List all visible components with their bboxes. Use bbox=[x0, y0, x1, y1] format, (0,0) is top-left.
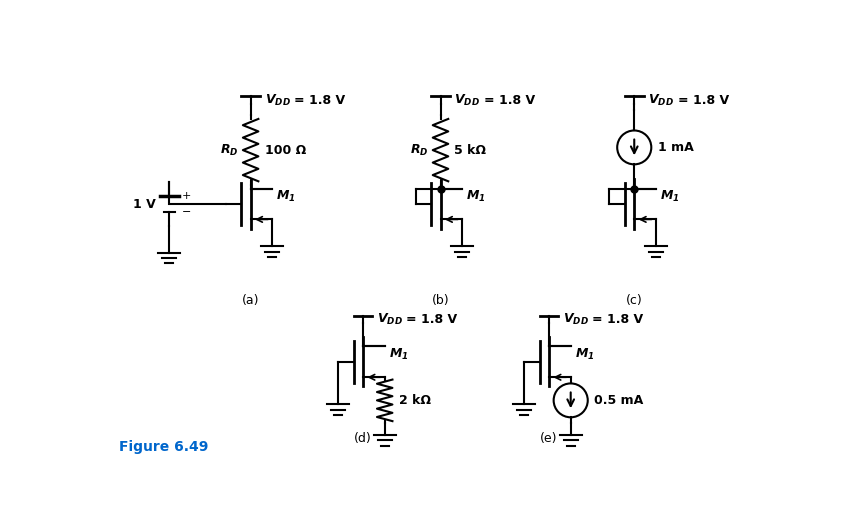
Text: (a): (a) bbox=[242, 294, 259, 307]
Text: 0.5 mA: 0.5 mA bbox=[594, 394, 644, 407]
Text: $\bfit{V}_{DD}$: $\bfit{V}_{DD}$ bbox=[648, 92, 674, 108]
Text: = 1.8 V: = 1.8 V bbox=[407, 313, 457, 326]
Text: $\bfit{M}_1$: $\bfit{M}_1$ bbox=[389, 347, 408, 362]
Text: $\bfit{R}_D$: $\bfit{R}_D$ bbox=[220, 143, 239, 157]
Text: (b): (b) bbox=[432, 294, 450, 307]
Text: (d): (d) bbox=[354, 432, 372, 445]
Text: = 1.8 V: = 1.8 V bbox=[294, 93, 345, 107]
Text: 1 V: 1 V bbox=[133, 198, 156, 210]
Text: (c): (c) bbox=[625, 294, 643, 307]
Text: 1 mA: 1 mA bbox=[657, 141, 693, 154]
Text: $\bfit{R}_D$: $\bfit{R}_D$ bbox=[409, 143, 428, 157]
Text: $\bfit{V}_{DD}$: $\bfit{V}_{DD}$ bbox=[455, 92, 480, 108]
Text: $\bfit{V}_{DD}$: $\bfit{V}_{DD}$ bbox=[264, 92, 291, 108]
Text: +: + bbox=[182, 191, 191, 201]
Text: $\bfit{M}_1$: $\bfit{M}_1$ bbox=[276, 189, 296, 204]
Text: 5 kΩ: 5 kΩ bbox=[455, 144, 486, 156]
Text: −: − bbox=[182, 207, 191, 216]
Text: $\bfit{M}_1$: $\bfit{M}_1$ bbox=[466, 189, 486, 204]
Text: 100 Ω: 100 Ω bbox=[264, 144, 305, 156]
Text: = 1.8 V: = 1.8 V bbox=[592, 313, 644, 326]
Text: = 1.8 V: = 1.8 V bbox=[678, 93, 728, 107]
Text: = 1.8 V: = 1.8 V bbox=[484, 93, 535, 107]
Text: $\bfit{V}_{DD}$: $\bfit{V}_{DD}$ bbox=[377, 312, 403, 327]
Text: $\bfit{V}_{DD}$: $\bfit{V}_{DD}$ bbox=[563, 312, 589, 327]
Text: Figure 6.49: Figure 6.49 bbox=[119, 440, 208, 453]
Text: $\bfit{M}_1$: $\bfit{M}_1$ bbox=[575, 347, 595, 362]
Text: 2 kΩ: 2 kΩ bbox=[399, 394, 431, 407]
Text: $\bfit{M}_1$: $\bfit{M}_1$ bbox=[660, 189, 680, 204]
Text: (e): (e) bbox=[541, 432, 558, 445]
